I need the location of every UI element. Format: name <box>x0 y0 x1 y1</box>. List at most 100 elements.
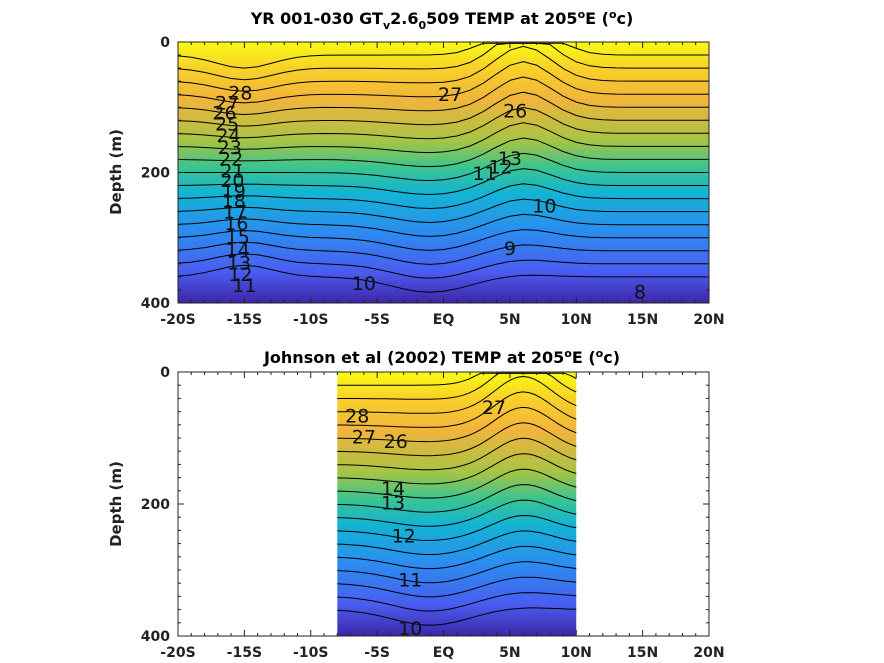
top-x-tick-label: -5S <box>364 312 390 328</box>
top-y-tick-label: 400 <box>141 296 170 312</box>
bottom-contour-label: 27 <box>482 397 506 419</box>
bottom-contour-line <box>337 514 577 541</box>
top-y-tick-label: 0 <box>160 35 170 51</box>
bottom-x-tick-label: 10N <box>561 645 592 661</box>
bottom-contour-line <box>337 406 577 443</box>
bottom-contour-line <box>337 484 577 513</box>
top-contour-label: 26 <box>212 102 236 124</box>
bottom-contour-label: 26 <box>384 431 408 453</box>
bottom-contours <box>337 372 577 626</box>
top-x-tick-label: 5N <box>499 312 520 328</box>
bottom-contour-line <box>337 453 577 485</box>
top-contour-label: 17 <box>223 201 247 223</box>
top-contour-line <box>177 137 709 168</box>
bottom-contour-line <box>337 391 577 428</box>
top-contours <box>177 42 709 293</box>
top-contour-label: 19 <box>222 181 246 203</box>
bottom-contour-label: 28 <box>345 405 369 427</box>
top-contour-line <box>177 42 709 69</box>
top-x-tick-label: -20S <box>160 312 195 328</box>
bottom-contour-line <box>337 422 577 457</box>
top-contour-line <box>177 106 709 140</box>
top-contour-line <box>177 42 709 81</box>
bottom-x-tick-label: EQ <box>433 645 455 661</box>
bottom-x-tick-label: 5N <box>499 645 520 661</box>
top-contour-line <box>177 168 709 196</box>
top-contour-label: 26 <box>503 100 527 122</box>
bottom-contour-line <box>337 592 577 612</box>
bottom-contour-label: 11 <box>398 570 422 592</box>
top-contour-label: 9 <box>504 238 516 260</box>
top-contour-line <box>177 91 709 127</box>
top-x-tick-label: -15S <box>227 312 262 328</box>
bottom-contour-line <box>337 375 577 414</box>
bottom-x-tick-label: 15N <box>627 645 658 661</box>
bottom-x-tick-label: 20N <box>693 645 724 661</box>
bottom-contour-line <box>337 499 577 527</box>
bottom-contour-line <box>337 545 577 570</box>
top-contour-label: 21 <box>220 160 244 182</box>
bottom-chart-title: Johnson et al (2002) TEMP at 205oE (oc) <box>263 347 620 367</box>
top-x-tick-label: EQ <box>433 312 455 328</box>
top-contour-line <box>177 45 709 92</box>
top-contour-label: 13 <box>227 252 251 274</box>
bottom-contour-label: 14 <box>381 478 405 500</box>
bottom-contour-label: 27 <box>352 427 376 449</box>
top-contour-line <box>177 213 709 237</box>
bottom-y-tick-label: 0 <box>160 365 170 381</box>
top-contour-label: 22 <box>219 149 243 171</box>
top-x-tick-label: 10N <box>561 312 592 328</box>
top-contour-label: 15 <box>226 226 250 248</box>
bottom-y-tick-label: 400 <box>141 629 170 645</box>
top-contour-label: 24 <box>216 125 240 147</box>
bottom-y-axis-label: Depth (m) <box>107 461 125 547</box>
bottom-x-tick-label: -20S <box>160 645 195 661</box>
bottom-contour-line <box>337 607 577 626</box>
top-contour-label: 10 <box>532 196 556 218</box>
top-contour-label: 28 <box>228 83 252 105</box>
top-contour-line <box>177 183 709 210</box>
bottom-contour-line <box>337 576 577 598</box>
bottom-contour-line <box>337 437 577 471</box>
top-contour-label: 8 <box>634 282 646 304</box>
bottom-contour-line <box>337 561 577 584</box>
top-contour-line <box>177 61 709 104</box>
bottom-x-tick-label: -5S <box>364 645 390 661</box>
top-contour-label: 20 <box>220 170 244 192</box>
top-contour-label: 12 <box>488 156 512 178</box>
top-contour-line <box>177 253 709 279</box>
bottom-contour-line <box>337 530 577 555</box>
top-x-tick-label: 15N <box>627 312 658 328</box>
top-contour-label: 14 <box>226 239 250 261</box>
top-contour-label: 25 <box>215 113 239 135</box>
top-contour-label: 16 <box>224 213 248 235</box>
top-contour-line <box>177 122 709 154</box>
bottom-x-tick-label: -10S <box>293 645 328 661</box>
bottom-contour-line <box>337 468 577 499</box>
top-contour-line <box>177 264 709 293</box>
top-contour-label: 18 <box>222 190 246 212</box>
top-contour-label: 27 <box>438 84 462 106</box>
top-contour-line <box>177 198 709 224</box>
bottom-contour-label: 12 <box>392 526 416 548</box>
top-contour-line <box>177 76 709 116</box>
top-y-tick-label: 200 <box>141 166 170 182</box>
top-contour-label: 13 <box>498 148 522 170</box>
top-contour-label: 11 <box>232 275 256 297</box>
bottom-contour-label: 13 <box>381 493 405 515</box>
top-contour-line <box>178 152 709 182</box>
top-chart-title: YR 001-030 GTv2.60509 TEMP at 205oE (oc) <box>250 8 634 32</box>
bottom-y-tick-label: 200 <box>141 497 170 513</box>
bottom-contour-label: 10 <box>398 618 422 640</box>
top-x-tick-label: 20N <box>693 312 724 328</box>
top-contour-label: 12 <box>228 264 252 286</box>
top-contour-label: 10 <box>352 273 376 295</box>
top-contour-line <box>177 229 709 251</box>
top-x-tick-label: -10S <box>293 312 328 328</box>
top-y-axis-label: Depth (m) <box>107 129 125 215</box>
top-contour-label: 23 <box>218 137 242 159</box>
bottom-temperature-field <box>337 372 577 636</box>
